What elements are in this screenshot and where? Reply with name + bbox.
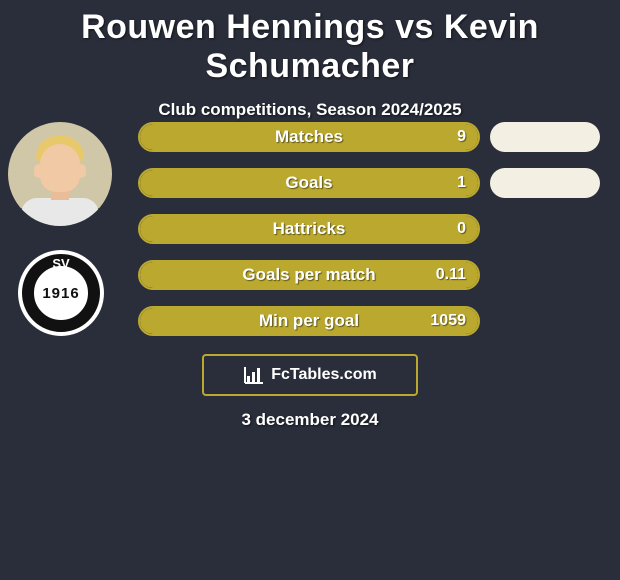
stat-row: Hattricks0	[138, 214, 480, 244]
player-avatar	[8, 122, 112, 226]
page-title: Rouwen Hennings vs Kevin Schumacher	[0, 0, 620, 86]
stat-label: Goals per match	[140, 265, 478, 285]
stat-value: 1059	[430, 312, 466, 330]
chart-icon	[243, 365, 265, 385]
stat-row: Goals1	[138, 168, 480, 198]
stat-value: 0.11	[436, 266, 466, 284]
stat-row: Min per goal1059	[138, 306, 480, 336]
footer-brand-text: FcTables.com	[271, 366, 377, 384]
stat-value: 1	[457, 174, 466, 192]
stat-pill	[490, 122, 600, 152]
stats-pills-right	[490, 122, 600, 352]
stats-bars: Matches9Goals1Hattricks0Goals per match0…	[138, 122, 480, 352]
stat-label: Matches	[140, 127, 478, 147]
club-year: 1916	[42, 285, 79, 302]
date-text: 3 december 2024	[0, 410, 620, 430]
stat-label: Hattricks	[140, 219, 478, 239]
stat-pill	[490, 168, 600, 198]
stat-row: Matches9	[138, 122, 480, 152]
club-badge: SV 1916	[18, 250, 104, 336]
stat-value: 9	[457, 128, 466, 146]
footer-brand-badge: FcTables.com	[202, 354, 418, 396]
left-column: SV 1916	[8, 122, 120, 336]
stat-label: Min per goal	[140, 311, 478, 331]
subtitle: Club competitions, Season 2024/2025	[0, 100, 620, 120]
stat-value: 0	[457, 220, 466, 238]
stat-label: Goals	[140, 173, 478, 193]
stat-row: Goals per match0.11	[138, 260, 480, 290]
